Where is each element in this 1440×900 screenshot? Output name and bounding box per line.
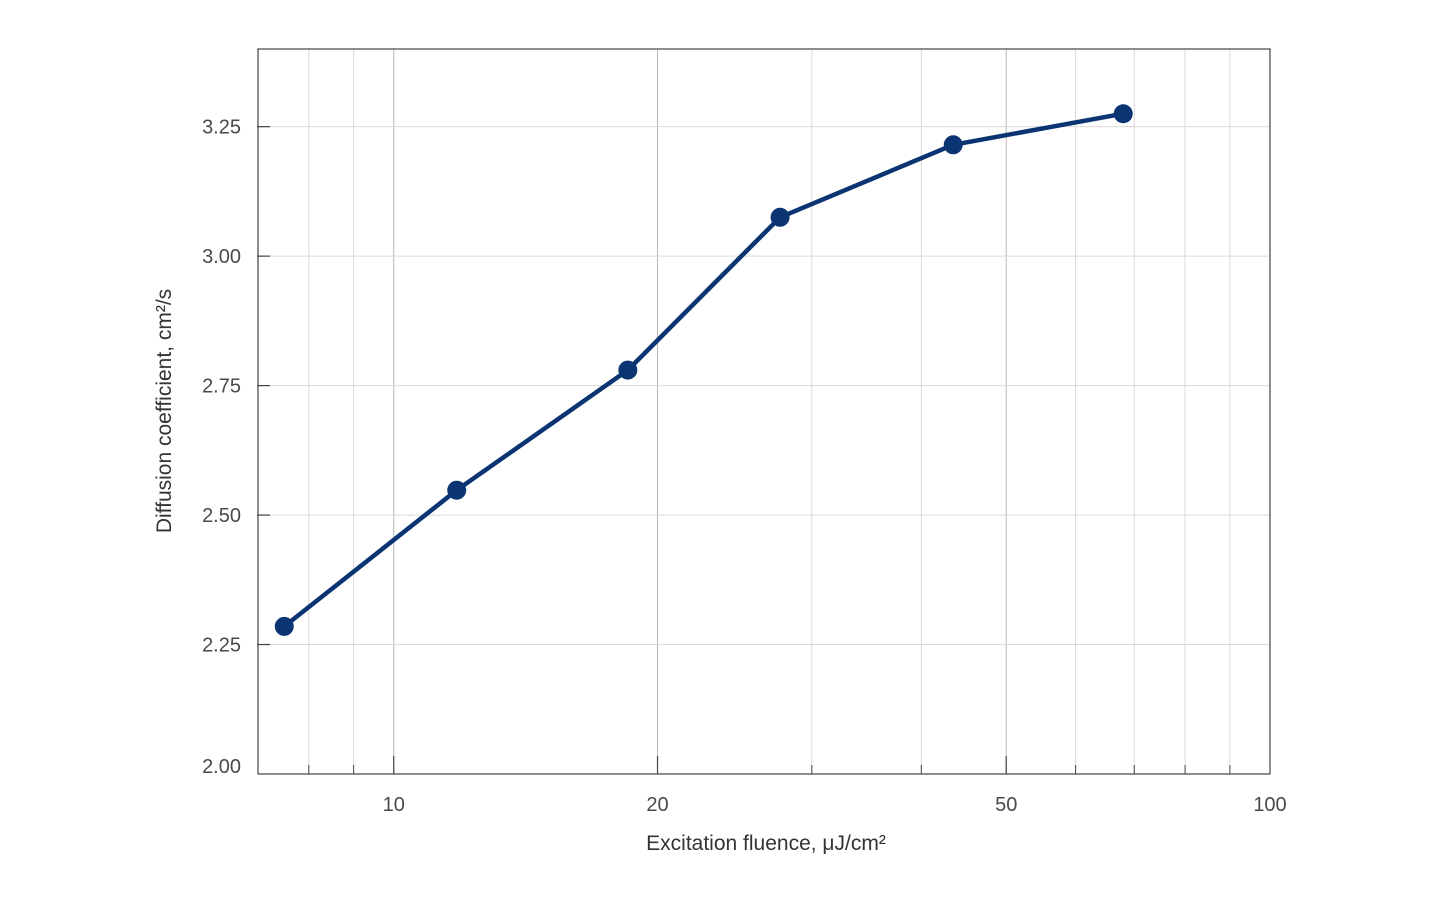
ticks: 10 20 50 100 2.00 2.25 2.50 2.75 3.00 3.25 [202, 117, 1287, 816]
x-tick-label: 20 [646, 794, 668, 816]
data-point [274, 616, 294, 636]
y-tick-label: 3.25 [202, 117, 241, 139]
y-tick-label: 2.75 [202, 376, 241, 398]
y-tick-label: 3.00 [202, 246, 241, 268]
data-point [770, 207, 790, 227]
grid [258, 49, 1270, 774]
x-tick-label: 100 [1253, 794, 1286, 816]
y-tick-label: 2.00 [202, 756, 241, 778]
y-tick-label: 2.50 [202, 505, 241, 527]
x-tick-label: 10 [383, 794, 405, 816]
series-line [282, 111, 1126, 629]
series [274, 104, 1133, 636]
y-tick-label: 2.25 [202, 635, 241, 657]
data-point [618, 360, 638, 380]
data-point [1113, 104, 1133, 124]
data-point [447, 480, 467, 500]
x-axis-label: Excitation fluence, μJ/cm² [646, 832, 886, 855]
y-axis-label: Diffusion coefficient, cm²/s [153, 289, 176, 533]
plot-frame [257, 48, 1271, 775]
x-tick-label: 50 [995, 794, 1017, 816]
data-point [943, 135, 963, 155]
